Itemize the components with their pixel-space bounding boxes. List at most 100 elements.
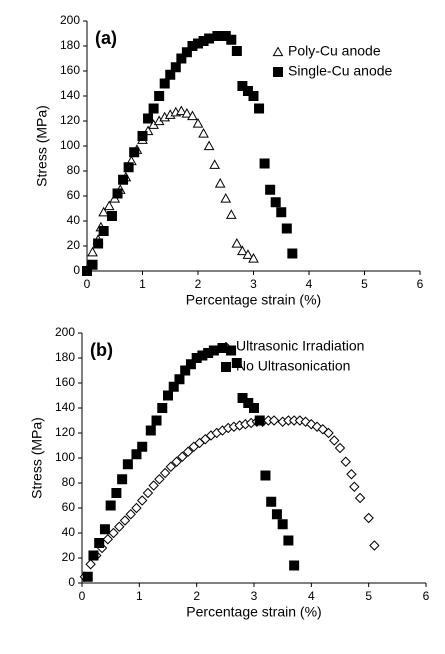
x-axis-title: Percentage strain (%) (186, 604, 321, 620)
marker (137, 441, 148, 452)
y-tick-label: 40 (67, 213, 81, 227)
marker (137, 131, 148, 141)
marker (99, 524, 110, 535)
y-tick-label: 160 (55, 375, 75, 389)
y-tick-label: 80 (62, 475, 76, 489)
x-tick-label: 0 (84, 277, 91, 291)
y-tick-label: 60 (67, 188, 81, 202)
legend-label: Single-Cu anode (288, 63, 393, 79)
marker (98, 226, 109, 236)
y-tick-label: 120 (60, 113, 80, 127)
marker (125, 509, 136, 520)
marker (119, 515, 131, 526)
marker (225, 209, 237, 219)
marker (131, 449, 142, 460)
marker (176, 53, 187, 64)
x-tick-label: 3 (250, 277, 257, 291)
marker (231, 358, 242, 368)
x-tick-label: 1 (136, 589, 143, 603)
marker (248, 91, 259, 101)
marker (103, 200, 115, 211)
marker (254, 415, 265, 426)
marker (354, 492, 366, 504)
y-tick-label: 0 (73, 263, 80, 277)
marker (289, 560, 300, 571)
marker (151, 415, 162, 426)
marker (281, 223, 292, 234)
marker (98, 206, 109, 217)
x-axis-title: Percentage strain (%) (186, 292, 321, 308)
marker (122, 459, 133, 470)
marker (192, 117, 204, 128)
x-tick-label: 5 (361, 277, 368, 291)
y-tick-label: 200 (55, 325, 75, 339)
marker (214, 177, 226, 188)
marker (181, 107, 193, 118)
x-tick-label: 0 (79, 589, 86, 603)
marker (154, 91, 165, 101)
marker (82, 571, 93, 582)
marker (259, 158, 270, 169)
marker (123, 162, 134, 173)
marker (177, 451, 188, 462)
marker (157, 403, 168, 413)
marker (242, 249, 254, 259)
marker (182, 446, 194, 457)
marker (93, 238, 104, 249)
marker (329, 435, 340, 446)
marker (143, 113, 154, 124)
x-tick-label: 6 (423, 589, 430, 603)
x-tick-label: 1 (139, 277, 146, 291)
y-tick-label: 140 (55, 400, 75, 414)
marker (106, 211, 117, 221)
marker (131, 502, 142, 514)
legend-label: No Ultrasonication (236, 358, 350, 374)
marker (277, 519, 288, 530)
marker (283, 535, 294, 546)
marker (176, 105, 187, 116)
x-tick-label: 6 (417, 277, 424, 291)
marker (171, 456, 182, 467)
marker (136, 495, 148, 506)
marker (163, 390, 173, 401)
x-tick-label: 2 (195, 277, 202, 291)
marker (266, 496, 277, 507)
y-tick-label: 20 (67, 238, 81, 252)
marker (117, 474, 128, 485)
marker (181, 47, 192, 58)
y-tick-label: 100 (60, 138, 80, 152)
marker (334, 442, 346, 454)
marker (185, 359, 196, 370)
marker (82, 266, 92, 276)
legend-marker (272, 46, 284, 57)
marker (231, 46, 242, 56)
marker (174, 374, 185, 385)
marker (154, 474, 165, 485)
marker (102, 534, 114, 545)
marker (340, 456, 351, 467)
marker (217, 343, 228, 353)
y-tick-label: 120 (55, 425, 75, 439)
marker (349, 481, 360, 492)
y-axis-title: Stress (MPa) (29, 417, 45, 499)
marker (212, 31, 223, 41)
y-tick-label: 40 (62, 525, 76, 539)
marker (363, 512, 374, 524)
marker (148, 480, 159, 491)
y-tick-label: 180 (60, 38, 80, 52)
marker (237, 245, 248, 256)
marker (170, 62, 181, 73)
marker (118, 174, 129, 185)
panel-label: (b) (90, 340, 113, 360)
marker (208, 345, 219, 356)
marker (209, 159, 220, 169)
marker (226, 345, 237, 356)
x-tick-label: 2 (193, 589, 200, 603)
y-tick-label: 180 (55, 350, 75, 364)
marker (323, 427, 334, 439)
marker (88, 550, 99, 561)
marker (87, 246, 98, 257)
marker (94, 538, 105, 548)
legend-marker (273, 67, 283, 77)
